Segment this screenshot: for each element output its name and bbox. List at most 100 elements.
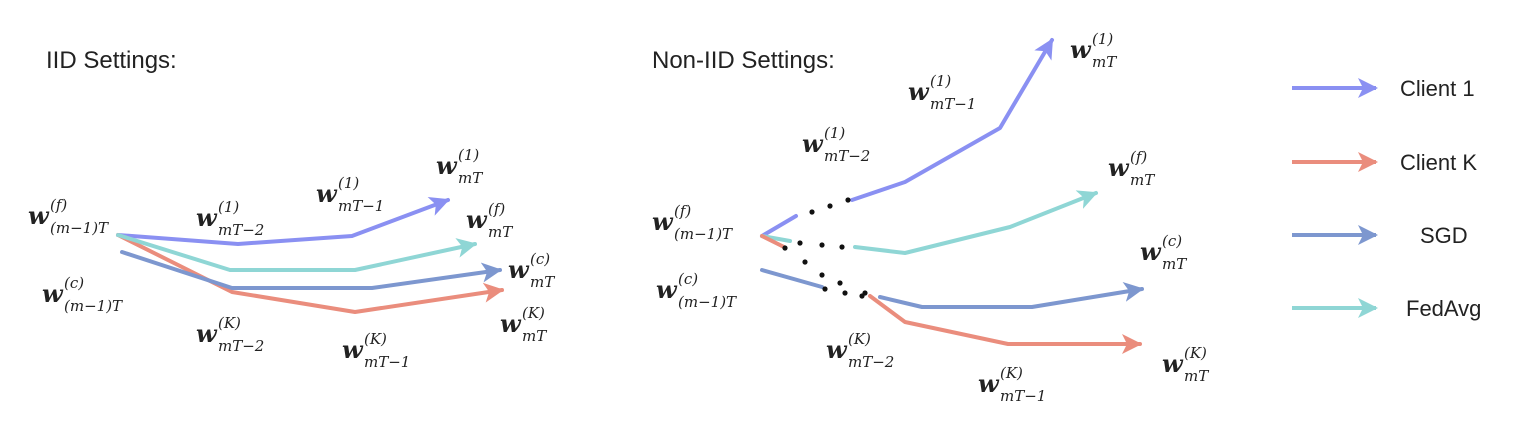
weight-symbol: w [196,319,218,348]
weight-superscript: (1) [1092,30,1113,48]
left-panel-label-w-k-t1: w (K) mT−1 [342,330,410,371]
legend-label-client-1: Client 1 [1400,76,1475,101]
weight-subscript: (m−1)T [674,225,733,243]
right-panel-label-w-f-start: w (f) (m−1)T [652,202,733,243]
left-panel-label-w-c-t: w (c) mT [508,250,555,291]
weight-symbol: w [500,309,522,338]
right-panel-label-w-1-t2: w (1) mT−2 [802,124,870,165]
weight-subscript: mT [1092,53,1117,71]
weight-symbol: w [1108,153,1130,182]
legend-label-sgd: SGD [1420,223,1468,248]
arrow-iid-client-k [116,233,504,314]
iid-title: IID Settings: [46,47,177,74]
ellipsis-dot [845,197,851,203]
weight-superscript: (K) [522,304,545,322]
weight-symbol: w [196,203,218,232]
weight-symbol: w [1162,349,1184,378]
weight-superscript: (K) [218,314,241,332]
weight-superscript: (K) [364,330,387,348]
arrow-noniid-client-1-b [850,38,1054,202]
weight-subscript: (m−1)T [678,293,737,311]
weight-symbol: w [656,275,678,304]
arrow-noniid-sgd-b [878,282,1144,309]
weight-symbol: w [436,151,458,180]
arrow-iid-fedavg [116,233,477,272]
weight-superscript: (1) [338,174,359,192]
weight-subscript: mT−1 [930,95,976,113]
weight-subscript: mT−1 [338,197,384,215]
weight-symbol: w [978,369,1000,398]
ellipsis-dot [827,203,833,209]
trajectory-arrows [116,38,1144,354]
weight-superscript: (c) [678,270,698,288]
weight-symbol: w [908,77,930,106]
weight-superscript: (c) [530,250,550,268]
legend-item-sgd: SGD [1292,223,1468,248]
weight-subscript: mT [488,223,513,241]
weight-superscript: (f) [1130,148,1147,166]
weight-subscript: mT [458,169,483,187]
weight-subscript: mT−2 [848,353,894,371]
arrow-noniid-client-k-a [760,234,786,249]
weight-symbol: w [826,335,848,364]
arrow-noniid-client-k-b [868,294,1142,354]
weight-subscript: (m−1)T [64,297,123,315]
right-panel-label-w-1-t: w (1) mT [1070,30,1117,71]
right-panel-label-w-c-start: w (c) (m−1)T [656,270,737,311]
weight-superscript: (c) [64,274,84,292]
weight-superscript: (1) [458,146,479,164]
ellipsis-dot [822,286,828,292]
weight-symbol: w [1070,35,1092,64]
non-iid-title: Non-IID Settings: [652,47,835,74]
ellipsis-dot [839,244,845,250]
ellipsis-dot [797,240,803,246]
arrow-noniid-client-1-a [760,214,798,238]
weight-symbol: w [42,279,64,308]
arrow-iid-client-1 [116,196,450,246]
right-panel-label-w-k-t1: w (K) mT−1 [978,364,1046,405]
weight-subscript: mT−1 [364,353,410,371]
ellipsis-dot [819,242,825,248]
weight-superscript: (1) [824,124,845,142]
ellipsis-dot [782,245,788,251]
legend-item-client-1: Client 1 [1292,76,1475,101]
weight-subscript: mT−2 [824,147,870,165]
left-panel-label-w-k-t2: w (K) mT−2 [196,314,264,355]
weight-subscript: (m−1)T [50,219,109,237]
ellipsis-dot [819,272,825,278]
weight-superscript: (K) [848,330,871,348]
weight-symbol: w [316,179,338,208]
left-panel-label-w-1-t1: w (1) mT−1 [316,174,384,215]
arrow-noniid-fedavg-b [853,190,1098,255]
ellipsis-dot [842,290,848,296]
left-panel-label-w-f-t: w (f) mT [466,200,513,241]
right-panel-label-w-f-t: w (f) mT [1108,148,1155,189]
weight-superscript: (K) [1184,344,1207,362]
arrow-noniid-sgd-a [760,268,824,289]
left-panel-label-w-k-t: w (K) mT [500,304,547,345]
legend: Client 1 Client K SGD FedAvg [1292,76,1481,321]
right-panel-label-w-k-t: w (K) mT [1162,344,1209,385]
weight-superscript: (f) [674,202,691,220]
left-panel-label-w-1-t: w (1) mT [436,146,483,187]
left-panel-label-w-1-t2: w (1) mT−2 [196,198,264,239]
weight-superscript: (c) [1162,232,1182,250]
right-panel-label-w-c-t: w (c) mT [1140,232,1187,273]
weight-subscript: mT [1184,367,1209,385]
ellipsis-dot [837,280,843,286]
legend-label-fedavg: FedAvg [1406,296,1481,321]
legend-item-fedavg: FedAvg [1292,296,1481,321]
weight-subscript: mT−1 [1000,387,1046,405]
weight-superscript: (f) [488,200,505,218]
weight-symbol: w [652,207,674,236]
weight-subscript: mT−2 [218,337,264,355]
weight-symbol: w [28,201,50,230]
ellipsis-dot [802,259,808,265]
weight-symbol: w [508,255,530,284]
arrow-iid-sgd [120,250,502,290]
weight-superscript: (K) [1000,364,1023,382]
weight-superscript: (1) [930,72,951,90]
ellipsis-dot [859,293,865,299]
weight-superscript: (f) [50,196,67,214]
ellipsis-dot [809,209,815,215]
